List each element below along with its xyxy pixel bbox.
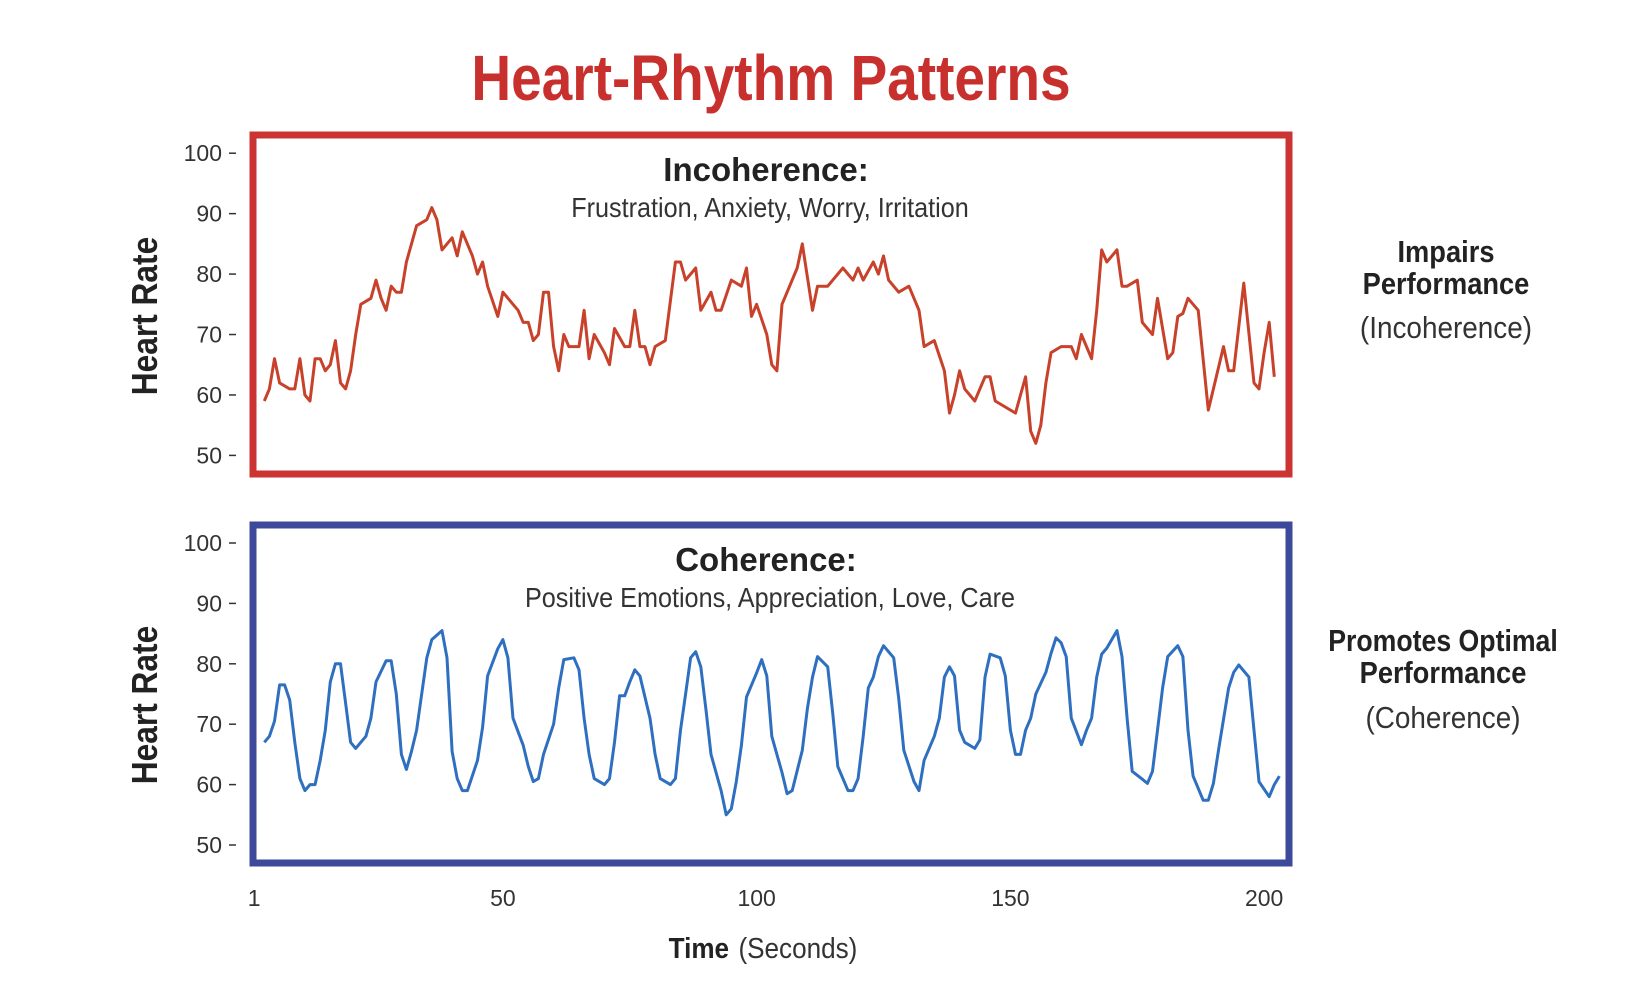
coherence-panel: 100 90 80 70 60 50 Heart Rate Coherence: Posi… [125,521,1558,965]
coherence-y-axis: 100 90 80 70 60 50 [184,530,236,858]
coherence-side-label: Promotes Optimal Performance (Coherence) [1328,624,1558,735]
coherence-y-axis-label: Heart Rate [125,626,165,784]
side-label-line-2: Performance [1360,656,1527,690]
y-tick-label: 60 [196,772,222,798]
x-axis: 1 50 100 150 200 [248,885,1284,911]
y-tick-label: 80 [196,651,222,677]
incoherence-side-label: Impairs Performance (Incoherence) [1360,235,1532,345]
x-axis-label-note: (Seconds) [738,932,857,965]
incoherence-y-axis-label: Heart Rate [125,237,165,395]
coherence-panel-subtitle: Positive Emotions, Appreciation, Love, C… [525,582,1015,614]
incoherence-y-axis: 100 90 80 70 60 50 [184,140,236,468]
side-label-line-1: Promotes Optimal [1328,624,1558,658]
y-tick-label: 100 [184,140,222,166]
side-label-line-1: Impairs [1397,235,1494,269]
incoherence-panel: 100 90 80 70 60 50 Heart Rate Incoherence: Fr… [125,131,1532,478]
side-label-line-2: Performance [1363,267,1530,301]
y-tick-label: 50 [196,832,222,858]
x-axis-label: Time (Seconds) [669,932,858,965]
x-tick-label: 100 [737,885,775,911]
incoherence-panel-title: Incoherence: [663,151,868,188]
side-label-note: (Coherence) [1365,701,1520,736]
x-tick-label: 50 [490,885,516,911]
y-tick-label: 70 [196,711,222,737]
y-tick-label: 80 [196,261,222,287]
incoherence-panel-subtitle: Frustration, Anxiety, Worry, Irritation [571,192,969,224]
y-tick-label: 70 [196,322,222,348]
x-tick-label: 200 [1245,885,1283,911]
y-tick-label: 100 [184,530,222,556]
x-tick-label: 150 [991,885,1029,911]
side-label-note: (Incoherence) [1360,311,1532,346]
incoherence-heart-rate-line [262,206,1276,445]
incoherence-frame [249,131,1293,478]
y-tick-label: 90 [196,590,222,616]
y-tick-label: 50 [196,442,222,468]
y-tick-label: 90 [196,201,222,227]
coherence-panel-title: Coherence: [675,541,857,578]
chart-title: Heart-Rhythm Patterns [471,42,1070,114]
y-tick-label: 60 [196,382,222,408]
coherence-frame [249,521,1293,867]
coherence-heart-rate-line [263,629,1281,817]
x-axis-label-bold: Time [669,932,729,965]
x-tick-label: 1 [248,885,261,911]
